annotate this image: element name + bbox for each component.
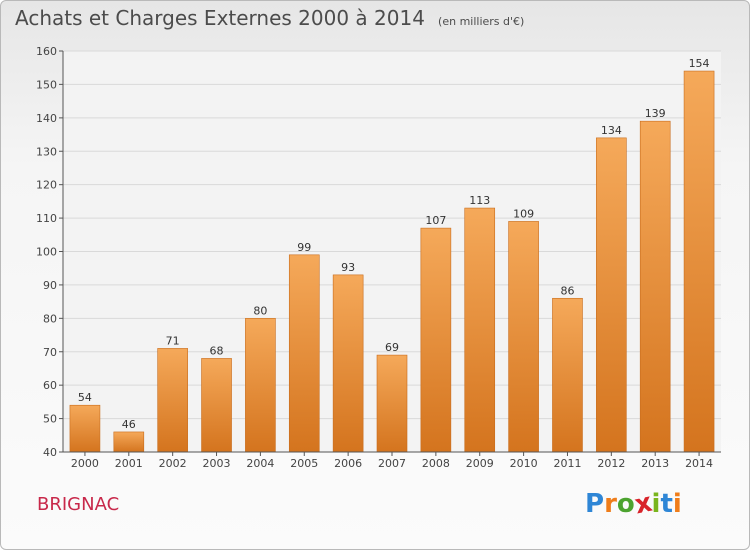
y-tick-label: 90: [43, 279, 57, 292]
bar: [683, 70, 715, 453]
bar-value-label: 93: [341, 261, 355, 274]
bar-value-label: 107: [425, 214, 446, 227]
bar: [552, 297, 583, 453]
y-tick-label: 70: [43, 346, 57, 359]
bar: [245, 318, 276, 453]
x-tick-label: 2009: [466, 457, 494, 470]
bars: 54 46 71 68 80 99 93 69 107 113 109 86 134 139 154: [69, 57, 715, 453]
bar-value-label: 71: [166, 334, 180, 347]
commune-name: BRIGNAC: [37, 494, 120, 515]
bar-value-label: 46: [122, 418, 136, 431]
x-tick-label: 2004: [246, 457, 274, 470]
x-tick-label: 2000: [71, 457, 99, 470]
y-tick-label: 40: [43, 446, 57, 459]
bar-value-label: 54: [78, 391, 92, 404]
logo-letter: P: [585, 489, 605, 519]
bar: [508, 221, 539, 453]
bar: [201, 358, 232, 453]
bar: [332, 274, 364, 453]
bar: [639, 120, 671, 453]
x-tick-label: 2006: [334, 457, 362, 470]
y-tick-label: 100: [36, 246, 57, 259]
bar-value-label: 99: [297, 241, 311, 254]
chart-title: Achats et Charges Externes 2000 à 2014 (…: [15, 6, 524, 30]
bar: [596, 137, 627, 453]
y-tick-label: 110: [36, 212, 57, 225]
bar: [288, 254, 320, 453]
chart-title-text: Achats et Charges Externes 2000 à 2014: [15, 6, 425, 30]
x-tick-label: 2007: [378, 457, 406, 470]
logo-letter: i: [651, 489, 661, 519]
x-tick-label: 2010: [510, 457, 538, 470]
bar: [69, 404, 101, 453]
logo-letter: t: [660, 489, 673, 519]
logo-letter: r: [604, 489, 617, 519]
logo-letter: o: [616, 489, 635, 519]
x-tick-label: 2008: [422, 457, 450, 470]
bar: [376, 354, 408, 453]
bar: [464, 207, 496, 453]
x-tick-label: 2002: [159, 457, 187, 470]
bar-value-label: 134: [601, 124, 622, 137]
y-tick-label: 130: [36, 145, 57, 158]
bar: [157, 348, 188, 453]
axes: 40 50 60 70 80 90 100 110 120 130 140 150 160 2000 200…: [36, 45, 721, 470]
bar-value-label: 69: [385, 341, 399, 354]
bar-value-label: 139: [645, 107, 666, 120]
chart-unit-label: (en milliers d'€): [438, 15, 525, 28]
y-tick-label: 150: [36, 78, 57, 91]
bar-value-label: 68: [210, 344, 224, 357]
x-tick-label: 2013: [641, 457, 669, 470]
x-tick-label: 2005: [290, 457, 318, 470]
bar-value-label: 113: [469, 194, 490, 207]
x-tick-label: 2011: [553, 457, 581, 470]
y-tick-label: 60: [43, 379, 57, 392]
x-tick-label: 2001: [115, 457, 143, 470]
bar-value-label: 86: [560, 284, 574, 297]
bar: [113, 431, 145, 453]
y-tick-label: 50: [43, 413, 57, 426]
proxiti-logo: Proxiti: [585, 488, 682, 521]
y-tick-label: 120: [36, 179, 57, 192]
bar-value-label: 109: [513, 207, 534, 220]
y-tick-label: 160: [36, 45, 57, 58]
logo-letter: i: [672, 489, 682, 519]
bar: [420, 227, 452, 453]
x-tick-label: 2014: [685, 457, 713, 470]
y-tick-label: 140: [36, 112, 57, 125]
bar-value-label: 154: [689, 57, 710, 70]
bar-value-label: 80: [253, 304, 267, 317]
x-tick-label: 2012: [597, 457, 625, 470]
x-tick-label: 2003: [203, 457, 231, 470]
y-tick-label: 80: [43, 312, 57, 325]
